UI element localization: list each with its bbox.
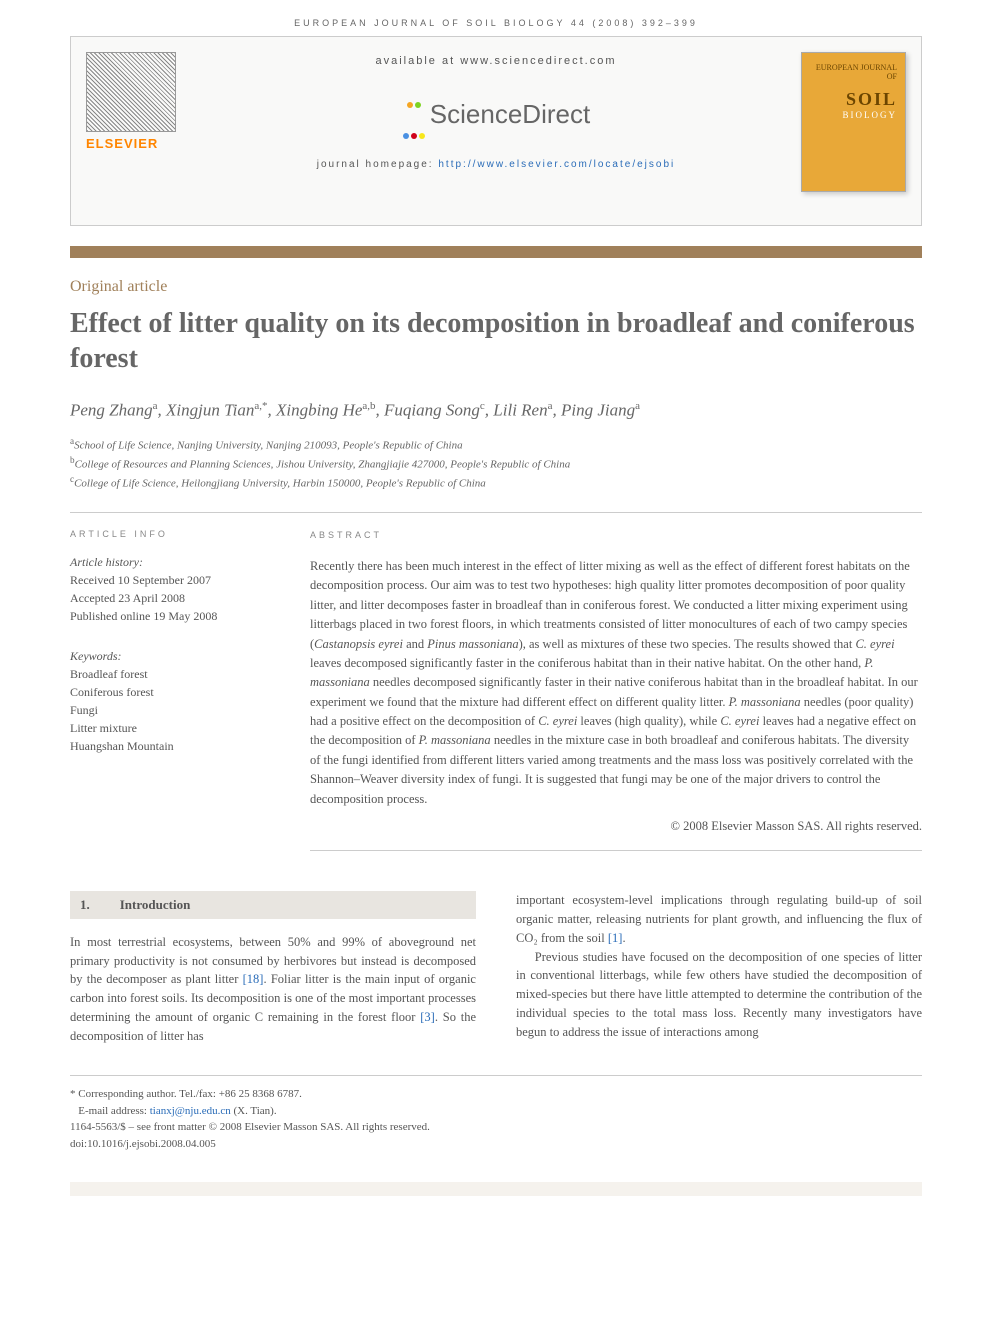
body-right-column: important ecosystem-level implications t…	[516, 891, 922, 1045]
doi-line: doi:10.1016/j.ejsobi.2008.04.005	[70, 1136, 922, 1153]
issn-line: 1164-5563/$ – see front matter © 2008 El…	[70, 1119, 922, 1136]
sciencedirect-name: ScienceDirect	[430, 99, 590, 129]
body-two-column: 1.Introduction In most terrestrial ecosy…	[70, 891, 922, 1045]
body-left-column: 1.Introduction In most terrestrial ecosy…	[70, 891, 476, 1045]
intro-para-left: In most terrestrial ecosystems, between …	[70, 933, 476, 1046]
section-1-heading: 1.Introduction	[70, 891, 476, 919]
email-line: E-mail address: tianxj@nju.edu.cn (X. Ti…	[70, 1103, 922, 1120]
intro-para-right-1: important ecosystem-level implications t…	[516, 891, 922, 947]
abstract-text: Recently there has been much interest in…	[310, 557, 922, 809]
brown-divider	[70, 246, 922, 258]
journal-homepage-link[interactable]: http://www.elsevier.com/locate/ejsobi	[438, 159, 675, 170]
journal-header-line: EUROPEAN JOURNAL OF SOIL BIOLOGY 44 (200…	[0, 0, 992, 36]
abstract-label: ABSTRACT	[310, 529, 922, 543]
page-bottom-band	[70, 1182, 922, 1196]
affiliations-block: aSchool of Life Science, Nanjing Univers…	[70, 435, 922, 492]
article-info-label: ARTICLE INFO	[70, 529, 270, 539]
abstract-column: ABSTRACT Recently there has been much in…	[310, 529, 922, 851]
sciencedirect-logo: ScienceDirect	[71, 85, 921, 147]
journal-homepage-line: journal homepage: http://www.elsevier.co…	[71, 159, 921, 170]
keywords-block: Keywords: Broadleaf forestConiferous for…	[70, 647, 270, 755]
elsevier-tree-icon	[86, 52, 176, 132]
journal-cover-thumbnail: EUROPEAN JOURNAL OF SOIL BIOLOGY	[801, 52, 906, 192]
authors-line: Peng Zhanga, Xingjun Tiana,*, Xingbing H…	[70, 400, 922, 421]
author-email-link[interactable]: tianxj@nju.edu.cn	[150, 1105, 231, 1117]
intro-para-right-2: Previous studies have focused on the dec…	[516, 948, 922, 1042]
abstract-copyright: © 2008 Elsevier Masson SAS. All rights r…	[310, 817, 922, 836]
publisher-banner: ELSEVIER available at www.sciencedirect.…	[70, 36, 922, 226]
article-title: Effect of litter quality on its decompos…	[70, 306, 922, 376]
article-type: Original article	[70, 278, 922, 296]
footer-block: * Corresponding author. Tel./fax: +86 25…	[70, 1075, 922, 1152]
article-history-block: Article history: Received 10 September 2…	[70, 553, 270, 625]
elsevier-logo: ELSEVIER	[86, 52, 176, 162]
available-at-text: available at www.sciencedirect.com	[71, 55, 921, 67]
corresponding-author: * Corresponding author. Tel./fax: +86 25…	[70, 1086, 922, 1103]
sciencedirect-dots-icon	[402, 85, 426, 147]
article-info-column: ARTICLE INFO Article history: Received 1…	[70, 529, 270, 851]
elsevier-label: ELSEVIER	[86, 136, 176, 151]
